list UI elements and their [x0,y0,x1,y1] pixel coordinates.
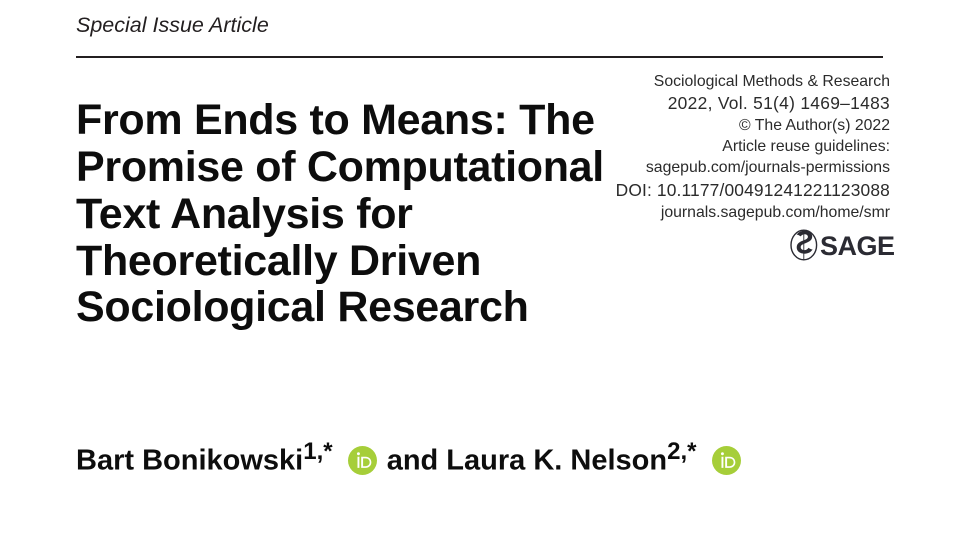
svg-text:SAGE: SAGE [820,231,895,261]
